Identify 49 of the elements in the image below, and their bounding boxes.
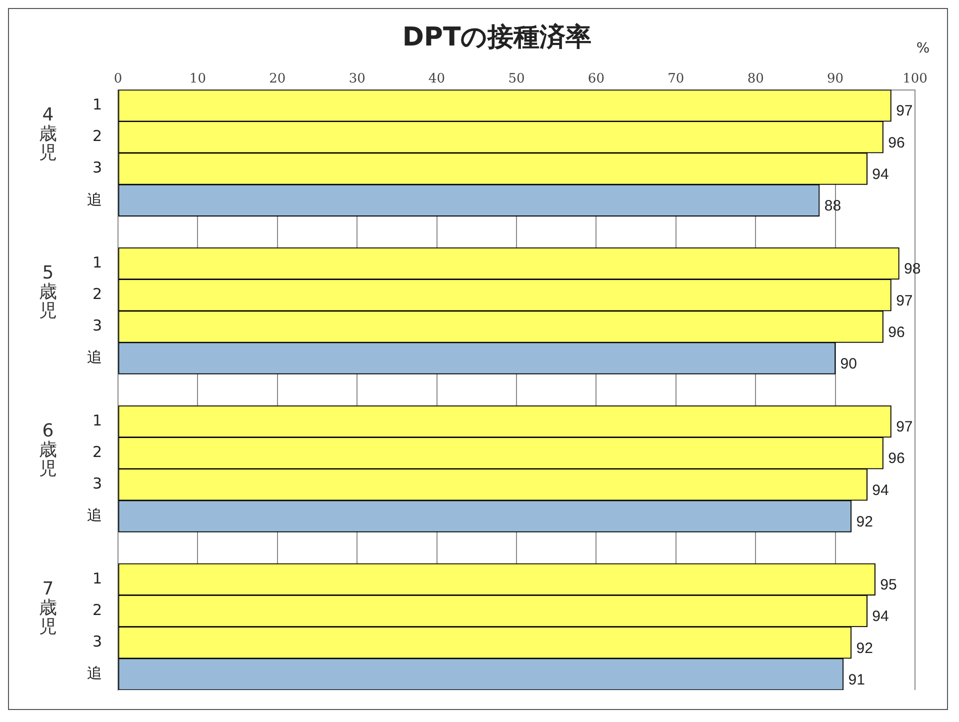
data-label: 94: [872, 482, 889, 499]
y-tick-label: 1: [92, 411, 102, 430]
data-label: 94: [872, 608, 889, 626]
x-tick-label: 60: [588, 71, 604, 86]
x-tick-label: 10: [189, 71, 206, 86]
y-tick-label: 追: [87, 664, 102, 682]
data-label: 97: [896, 418, 913, 436]
data-label: 97: [896, 102, 913, 120]
x-tick-label: 100: [902, 71, 928, 86]
x-tick-label: 30: [348, 71, 366, 86]
data-label: 95: [880, 576, 897, 594]
chart-title: DPTの接種済率: [402, 22, 592, 52]
text: 4歳児: [39, 104, 57, 164]
text: 5歳児: [39, 262, 57, 322]
x-tick-label: 20: [269, 71, 286, 86]
data-label: 90: [840, 355, 857, 372]
data-label: 88: [824, 198, 842, 215]
text: 6歳児: [39, 420, 57, 480]
data-label: 92: [856, 513, 873, 530]
y-tick-label: 3: [92, 158, 102, 177]
x-tick-label: 50: [508, 71, 525, 86]
y-tick-label: 3: [92, 474, 102, 493]
text: 7歳児: [39, 578, 57, 638]
y-tick-label: 1: [92, 253, 102, 272]
data-label: 96: [888, 134, 905, 152]
data-label: 97: [896, 292, 913, 310]
data-label: 91: [848, 671, 865, 688]
y-tick-label: 2: [92, 442, 102, 461]
data-label: 92: [856, 640, 873, 657]
y-tick-label: 2: [92, 600, 102, 619]
x-tick-label: 0: [114, 71, 122, 86]
y-tick-label: 1: [92, 95, 102, 114]
y-tick-label: 追: [87, 506, 102, 524]
x-tick-label: 70: [668, 71, 684, 86]
data-label: 94: [872, 166, 889, 183]
y-tick-label: 2: [92, 127, 102, 146]
y-tick-label: 追: [87, 190, 102, 208]
x-tick-label: 80: [747, 71, 764, 86]
y-tick-label: 2: [92, 285, 102, 304]
y-tick-label: 追: [87, 348, 102, 366]
data-label: 98: [904, 260, 921, 278]
x-tick-label: 40: [428, 71, 446, 86]
data-label: 96: [888, 450, 905, 468]
x-tick-label: 90: [827, 71, 844, 86]
data-label: 96: [888, 324, 905, 341]
text: %: [916, 40, 930, 57]
y-tick-label: 1: [92, 569, 102, 588]
y-tick-label: 3: [92, 316, 102, 335]
y-tick-label: 3: [92, 632, 102, 651]
